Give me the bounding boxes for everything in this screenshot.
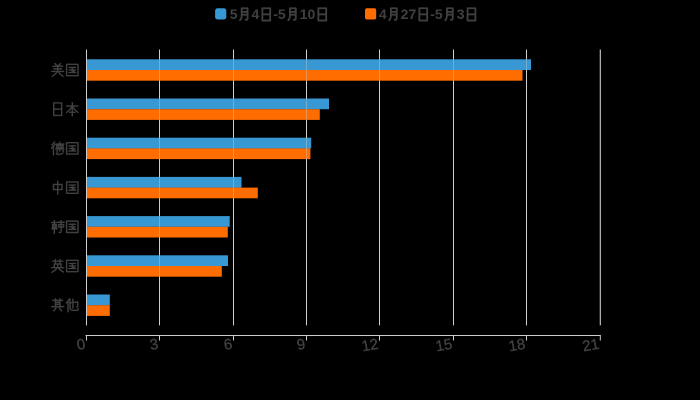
svg-text:-5: -5 — [430, 6, 443, 22]
svg-text:9: 9 — [296, 336, 307, 354]
svg-text:6: 6 — [223, 336, 234, 354]
svg-text:15: 15 — [434, 336, 453, 356]
svg-text:3: 3 — [457, 6, 465, 22]
svg-text:12: 12 — [360, 336, 379, 356]
svg-text:18: 18 — [507, 336, 526, 356]
svg-text:0: 0 — [76, 336, 87, 354]
svg-text:-5: -5 — [273, 6, 286, 22]
svg-text:21: 21 — [581, 336, 600, 356]
svg-text:5: 5 — [230, 6, 238, 22]
svg-text:10: 10 — [300, 6, 316, 22]
svg-text:27: 27 — [401, 6, 417, 22]
svg-text:4: 4 — [379, 6, 387, 22]
svg-text:4: 4 — [251, 6, 259, 22]
svg-text:3: 3 — [149, 336, 160, 354]
